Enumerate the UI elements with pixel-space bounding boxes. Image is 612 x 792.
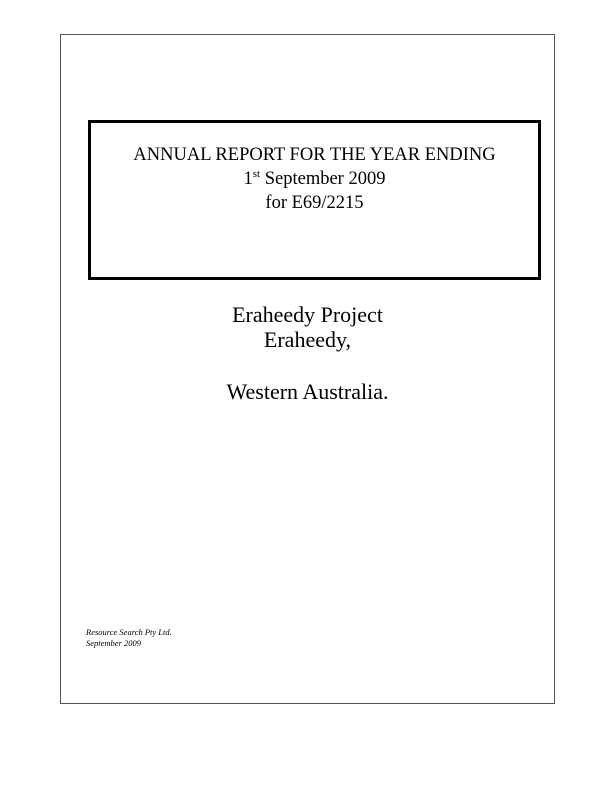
project-place: Eraheedy, <box>263 327 352 352</box>
project-state: Western Australia. <box>226 379 389 404</box>
report-title: ANNUAL REPORT FOR THE YEAR ENDING <box>133 145 496 165</box>
footer-date: September 2009 <box>86 638 142 648</box>
report-date-ordinal: st <box>252 167 261 180</box>
report-date: 1st September 2009 <box>91 167 538 191</box>
report-date-rest: September 2009 <box>260 169 386 189</box>
project-name: Eraheedy Project <box>232 302 383 327</box>
tenement-number: for E69/2215 <box>265 193 364 213</box>
report-title-box: ANNUAL REPORT FOR THE YEAR ENDING 1st Se… <box>88 120 541 280</box>
footer: Resource Search Pty Ltd. September 2009 <box>86 627 172 649</box>
page-border <box>60 34 555 704</box>
footer-company: Resource Search Pty Ltd. <box>86 627 172 637</box>
report-date-day: 1 <box>243 169 253 189</box>
